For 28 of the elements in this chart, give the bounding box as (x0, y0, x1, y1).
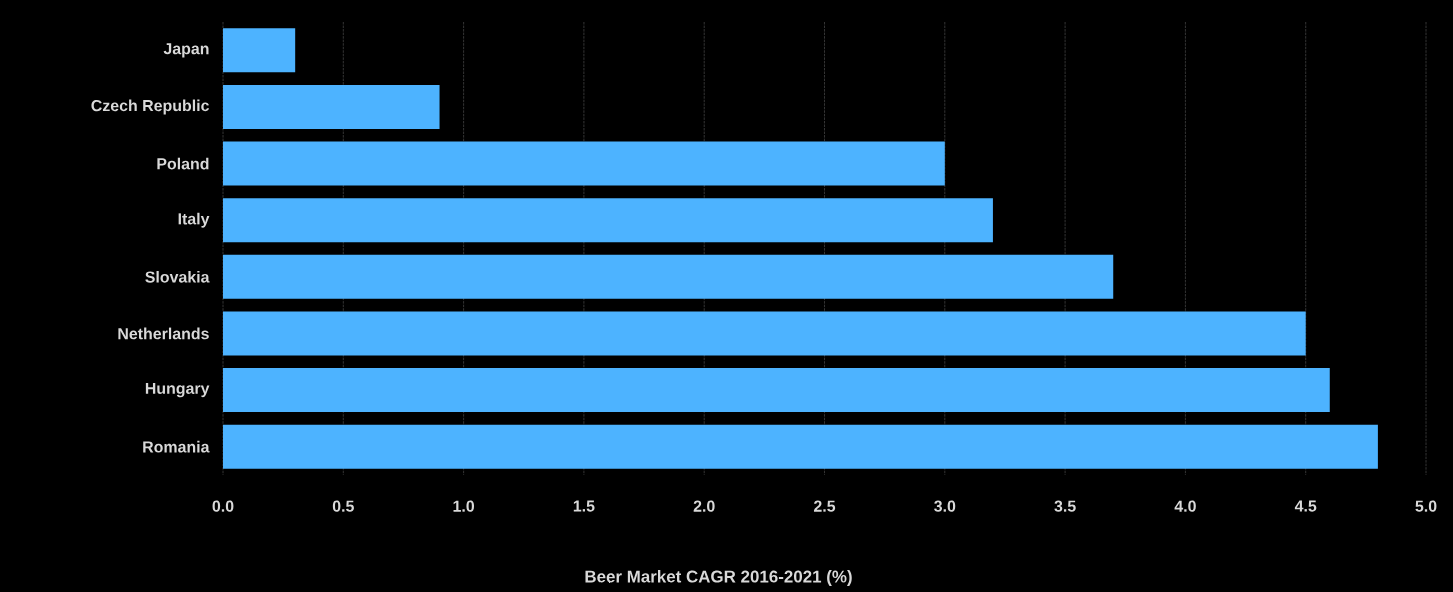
y-tick-label: Hungary (145, 382, 210, 398)
bar (223, 424, 1378, 469)
x-tick-label: 0.5 (332, 500, 354, 512)
bar (223, 84, 440, 129)
x-tick-label: 2.0 (693, 500, 715, 512)
bar (223, 141, 945, 186)
y-tick-label: Poland (157, 157, 209, 170)
x-tick-label: 1.5 (573, 500, 595, 512)
x-tick-label: 4.0 (1174, 500, 1196, 512)
y-tick-label: Slovakia (145, 270, 210, 283)
y-tick-label: Romania (143, 440, 210, 453)
y-tick-label: Italy (178, 212, 210, 228)
bar (223, 198, 993, 243)
y-tick-label: Japan (163, 43, 209, 58)
x-axis-title: Beer Market CAGR 2016-2021 (%) (585, 570, 852, 586)
x-tick-label: 3.0 (934, 500, 956, 512)
x-tick-label: 3.5 (1054, 500, 1076, 512)
x-tick-label: 0.0 (212, 500, 234, 512)
y-tick-label: Czech Republic (91, 99, 209, 115)
bar (223, 254, 1114, 299)
bar (223, 311, 1306, 356)
x-tick-label: 5.0 (1415, 500, 1437, 512)
x-tick-label: 1.0 (453, 500, 475, 512)
bar (223, 28, 296, 73)
y-tick-label: Netherlands (118, 327, 209, 340)
bar (223, 368, 1330, 413)
x-tick-label: 2.5 (813, 500, 836, 512)
x-tick-label: 4.5 (1294, 500, 1317, 512)
